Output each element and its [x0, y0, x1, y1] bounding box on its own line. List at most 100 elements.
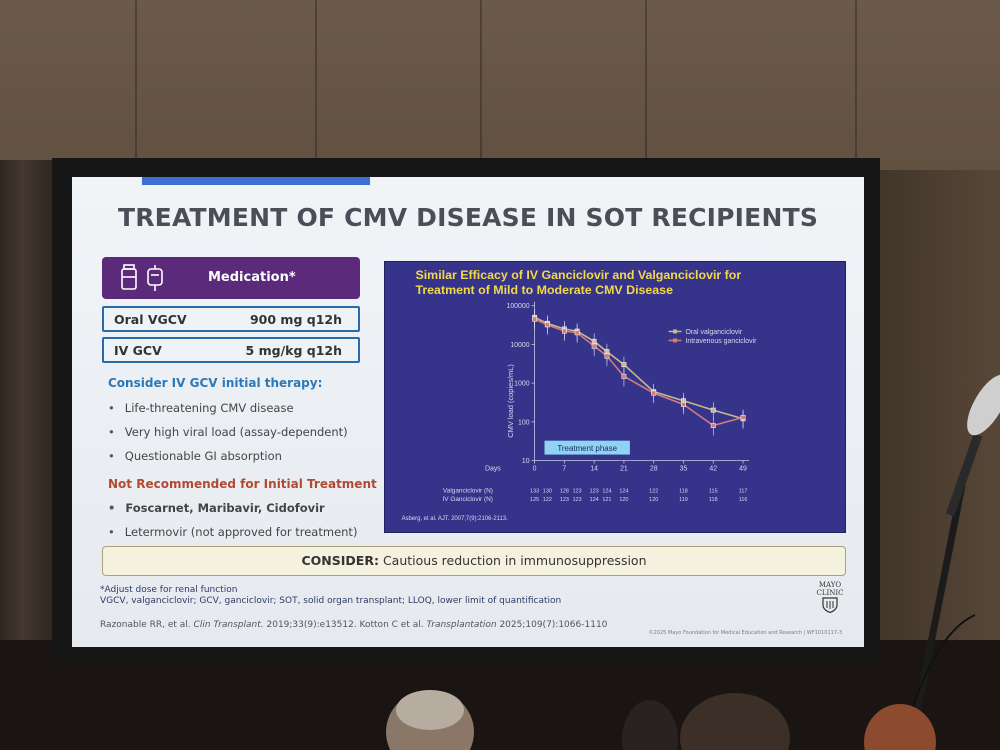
list-item: Very high viral load (assay-dependent)	[108, 420, 348, 444]
list-item: Foscarnet, Maribavir, Cidofovir	[108, 496, 357, 520]
y-tick-label: 1000	[514, 381, 530, 388]
slide-accent-bar	[142, 177, 370, 185]
reference-text: Razonable RR, et al.	[100, 620, 194, 630]
n-row-label-iv-ganciclovir: IV Ganciclovir (N)	[442, 496, 492, 503]
reference-text: 2019;33(9):e13512. Kotton C et al.	[263, 620, 427, 630]
n-value-iv-ganciclovir: 123	[573, 497, 582, 503]
list-item: Letermovir (not approved for treatment)	[108, 520, 358, 544]
n-value-iv-ganciclovir: 118	[709, 497, 718, 503]
n-value-iv-ganciclovir: 125	[530, 497, 539, 503]
n-value-iv-ganciclovir: 122	[543, 497, 552, 503]
chart-title-line2: Treatment of Mild to Moderate CMV Diseas…	[415, 283, 673, 297]
x-tick-label: 14	[590, 465, 598, 472]
copyright: ©2025 Mayo Foundation for Medical Educat…	[648, 630, 842, 636]
n-value-iv-ganciclovir: 124	[590, 497, 599, 503]
legend-marker	[673, 338, 678, 343]
n-value-iv-ganciclovir: 123	[560, 497, 569, 503]
n-value-valganciclovir: 130	[543, 488, 552, 494]
x-tick-label: 42	[709, 465, 717, 472]
wall-panel-seam	[855, 0, 857, 160]
data-point	[681, 402, 686, 407]
n-value-valganciclovir: 117	[739, 488, 748, 494]
n-value-valganciclovir: 118	[679, 488, 688, 494]
shield-icon	[822, 597, 838, 614]
logo-text: CLINIC	[816, 589, 844, 597]
x-tick-label: 28	[650, 465, 658, 472]
reference-journal: Clin Transplant.	[193, 620, 264, 630]
wall-panel-seam	[315, 0, 317, 160]
x-tick-label: 21	[620, 465, 628, 472]
consider-box-text: Cautious reduction in immunosuppression	[382, 553, 647, 568]
x-axis-label: Days	[485, 465, 501, 472]
medication-header-label: Medication*	[208, 270, 296, 285]
footnote-dose: *Adjust dose for renal function	[100, 585, 238, 595]
n-value-valganciclovir: 128	[560, 488, 569, 494]
reference-journal: Transplantation	[426, 620, 497, 630]
dose-name: IV GCV	[114, 343, 162, 358]
n-value-valganciclovir: 133	[530, 488, 539, 494]
slide-title: TREATMENT OF CMV DISEASE IN SOT RECIPIEN…	[117, 203, 819, 232]
dose-value: 5 mg/kg q12h	[245, 343, 342, 358]
n-value-iv-ganciclovir: 120	[649, 497, 658, 503]
not-recommended-list: Foscarnet, Maribavir, Cidofovir Letermov…	[108, 496, 358, 544]
data-point	[532, 316, 538, 322]
data-point	[604, 353, 610, 359]
consider-iv-list: Life-threatening CMV disease Very high v…	[108, 396, 348, 468]
x-tick-label: 35	[680, 465, 688, 472]
audience-heads	[386, 690, 936, 750]
y-axis-label: CMV load (copies/mL)	[506, 364, 515, 438]
data-point	[544, 322, 550, 328]
n-value-valganciclovir: 124	[619, 488, 628, 494]
n-row-label-valganciclovir: Valganciclovir (N)	[443, 487, 493, 494]
data-point	[621, 373, 627, 379]
data-point	[621, 362, 627, 368]
x-tick-label: 49	[739, 465, 747, 472]
x-tick-label: 0	[533, 465, 537, 472]
legend-entry: Intravenous ganciclovir	[685, 338, 757, 345]
n-value-valganciclovir: 123	[573, 488, 582, 494]
data-point	[561, 328, 567, 334]
data-point	[710, 407, 716, 413]
data-point	[574, 330, 580, 336]
consider-box-label: CONSIDER:	[301, 553, 379, 568]
n-value-iv-ganciclovir: 116	[739, 497, 748, 503]
y-tick-label: 100000	[506, 303, 529, 310]
y-tick-label: 100	[518, 419, 530, 426]
data-point	[591, 343, 597, 349]
consider-iv-heading: Consider IV GCV initial therapy:	[108, 376, 323, 390]
legend-marker	[673, 329, 678, 334]
treatment-phase-box	[544, 440, 630, 455]
n-value-iv-ganciclovir: 121	[602, 497, 611, 503]
wall-panel-seam	[135, 0, 137, 160]
data-point	[740, 414, 746, 420]
y-tick-label: 10	[522, 458, 530, 465]
legend-entry: Oral valganciclovir	[685, 329, 742, 336]
dose-name: Oral VGCV	[114, 312, 187, 327]
chart-title-line1: Similar Efficacy of IV Ganciclovir and V…	[415, 268, 741, 282]
y-tick-label: 10000	[510, 342, 529, 349]
dose-row-iv-gcv: IV GCV 5 mg/kg q12h	[102, 337, 360, 363]
dose-value: 900 mg q12h	[249, 312, 342, 327]
dose-row-oral-vgcv: Oral VGCV 900 mg q12h	[102, 306, 360, 332]
logo-text: MAYO	[818, 581, 842, 589]
not-recommended-heading: Not Recommended for Initial Treatment	[108, 477, 377, 491]
x-tick-label: 7	[562, 465, 566, 472]
wall-panel-seam	[645, 0, 647, 160]
microphone	[899, 375, 1000, 750]
n-value-valganciclovir: 115	[709, 488, 718, 494]
medication-header: Medication*	[102, 257, 360, 299]
n-value-iv-ganciclovir: 120	[619, 497, 628, 503]
data-point	[710, 423, 716, 428]
presentation-slide: TREATMENT OF CMV DISEASE IN SOT RECIPIEN…	[72, 177, 864, 647]
reference-text: 2025;109(7):1066-1110	[496, 620, 608, 630]
chart-citation: Asberg, et al. AJT. 2007;7(9):2106-2113.	[402, 516, 509, 522]
consider-box: CONSIDER: Cautious reduction in immunosu…	[102, 546, 846, 576]
list-item: Questionable GI absorption	[108, 444, 348, 468]
treatment-phase-label: Treatment phase	[557, 444, 617, 453]
data-point	[651, 390, 657, 396]
mayo-clinic-logo: MAYO CLINIC	[810, 581, 850, 617]
list-item: Life-threatening CMV disease	[108, 396, 348, 420]
n-value-valganciclovir: 122	[649, 488, 658, 494]
cmv-load-chart: Similar Efficacy of IV Ganciclovir and V…	[384, 261, 846, 533]
medication-icon	[121, 264, 163, 291]
